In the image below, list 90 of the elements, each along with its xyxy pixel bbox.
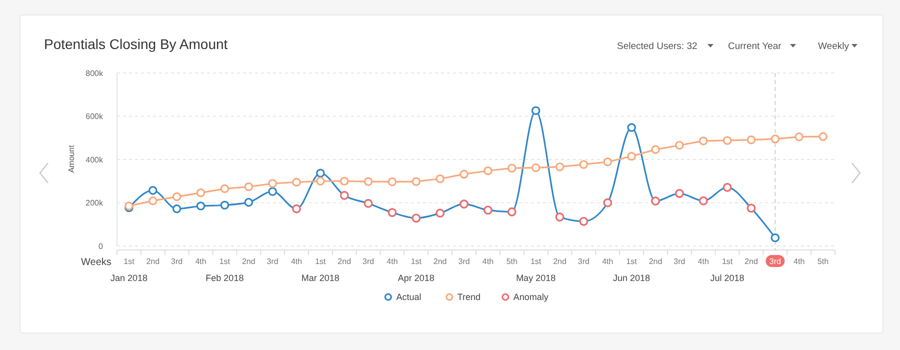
point bbox=[603, 157, 612, 166]
point bbox=[292, 178, 301, 187]
point bbox=[148, 186, 158, 195]
x-tick-label: 2nd bbox=[146, 257, 160, 266]
point bbox=[316, 168, 325, 178]
point bbox=[722, 136, 732, 145]
point bbox=[172, 204, 182, 214]
x-tick-label: 4th bbox=[195, 257, 206, 266]
point bbox=[220, 184, 230, 194]
x-tick-label: 3rd bbox=[769, 257, 781, 266]
x-tick-label: 1st bbox=[315, 257, 327, 266]
x-tick-label: 1st bbox=[626, 257, 638, 266]
point bbox=[268, 179, 277, 188]
x-tick-label: 2nd bbox=[338, 257, 352, 266]
legend-label: Anomaly bbox=[513, 292, 549, 302]
x-tick-label: 2nd bbox=[242, 257, 256, 266]
x-tick-label: 2nd bbox=[553, 257, 566, 266]
point bbox=[412, 177, 421, 186]
point bbox=[316, 176, 325, 186]
x-tick-label: 5th bbox=[506, 257, 518, 266]
point bbox=[627, 123, 636, 132]
point bbox=[196, 202, 206, 210]
y-tick-label: 400k bbox=[86, 155, 104, 164]
y-tick-label: 800k bbox=[86, 68, 104, 78]
x-tick-label: 3rd bbox=[362, 257, 374, 266]
x-tick-label: 4th bbox=[386, 257, 398, 266]
text: Jan 2018 bbox=[110, 273, 148, 283]
point bbox=[531, 163, 540, 172]
x-tick-label: 3rd bbox=[578, 257, 590, 266]
x-tick-label: 2nd bbox=[433, 257, 447, 266]
legend-label: Trend bbox=[457, 292, 481, 302]
x-tick-label: 4th bbox=[602, 257, 614, 266]
x-tick-label: 1st bbox=[124, 257, 136, 266]
point bbox=[651, 145, 660, 154]
x-tick-label: 2nd bbox=[648, 257, 662, 266]
x-axis-title: Weeks bbox=[81, 257, 112, 268]
text: Current Year bbox=[728, 41, 782, 52]
point bbox=[148, 196, 158, 206]
point bbox=[579, 160, 588, 169]
point bbox=[340, 176, 349, 186]
y-tick-label: 0 bbox=[98, 242, 104, 251]
text: Feb 2018 bbox=[206, 273, 244, 283]
point bbox=[531, 106, 540, 116]
y-axis-title: Amount bbox=[67, 144, 76, 173]
point bbox=[794, 132, 804, 142]
point bbox=[460, 170, 468, 179]
point bbox=[484, 166, 492, 176]
point bbox=[627, 152, 636, 161]
y-tick-label: 600k bbox=[86, 112, 104, 122]
text: Selected Users: 32 bbox=[617, 41, 698, 52]
point bbox=[508, 164, 516, 173]
x-tick-label: 1st bbox=[530, 257, 542, 266]
x-tick-label: 3rd bbox=[674, 257, 686, 266]
point bbox=[388, 177, 397, 186]
x-tick-label: 5th bbox=[817, 257, 829, 266]
point bbox=[268, 187, 277, 196]
point bbox=[244, 182, 254, 192]
x-tick-label: 3rd bbox=[266, 257, 278, 266]
point bbox=[770, 233, 780, 242]
point bbox=[746, 135, 756, 144]
x-tick-label: 3rd bbox=[171, 257, 183, 266]
x-tick-label: 1st bbox=[410, 257, 422, 266]
point bbox=[220, 200, 230, 210]
x-tick-label: 3rd bbox=[458, 257, 470, 266]
x-tick-label: 4th bbox=[698, 257, 709, 266]
x-tick-label: 4th bbox=[290, 257, 302, 266]
text: Mar 2018 bbox=[301, 273, 340, 283]
text: May 2018 bbox=[516, 273, 556, 283]
point bbox=[436, 174, 444, 184]
point bbox=[675, 140, 684, 150]
point bbox=[818, 132, 828, 141]
x-tick-label: 2nd bbox=[744, 257, 758, 266]
legend-label: Actual bbox=[396, 292, 422, 302]
point bbox=[555, 162, 564, 172]
point bbox=[364, 177, 373, 186]
point bbox=[244, 198, 254, 207]
y-tick-label: 200k bbox=[86, 198, 104, 208]
point bbox=[698, 136, 708, 146]
text: Apr 2018 bbox=[398, 273, 434, 283]
x-tick-label: 1st bbox=[722, 257, 734, 266]
text: Jul 2018 bbox=[710, 273, 744, 283]
text: Weekly bbox=[818, 41, 850, 52]
x-tick-label: 4th bbox=[794, 257, 805, 266]
text: Jun 2018 bbox=[613, 273, 650, 283]
point bbox=[172, 192, 182, 202]
point bbox=[196, 188, 206, 198]
x-tick-label: 4th bbox=[482, 257, 494, 266]
point bbox=[770, 134, 780, 144]
chart-title: Potentials Closing By Amount bbox=[44, 36, 228, 52]
x-tick-label: 1st bbox=[219, 257, 231, 266]
